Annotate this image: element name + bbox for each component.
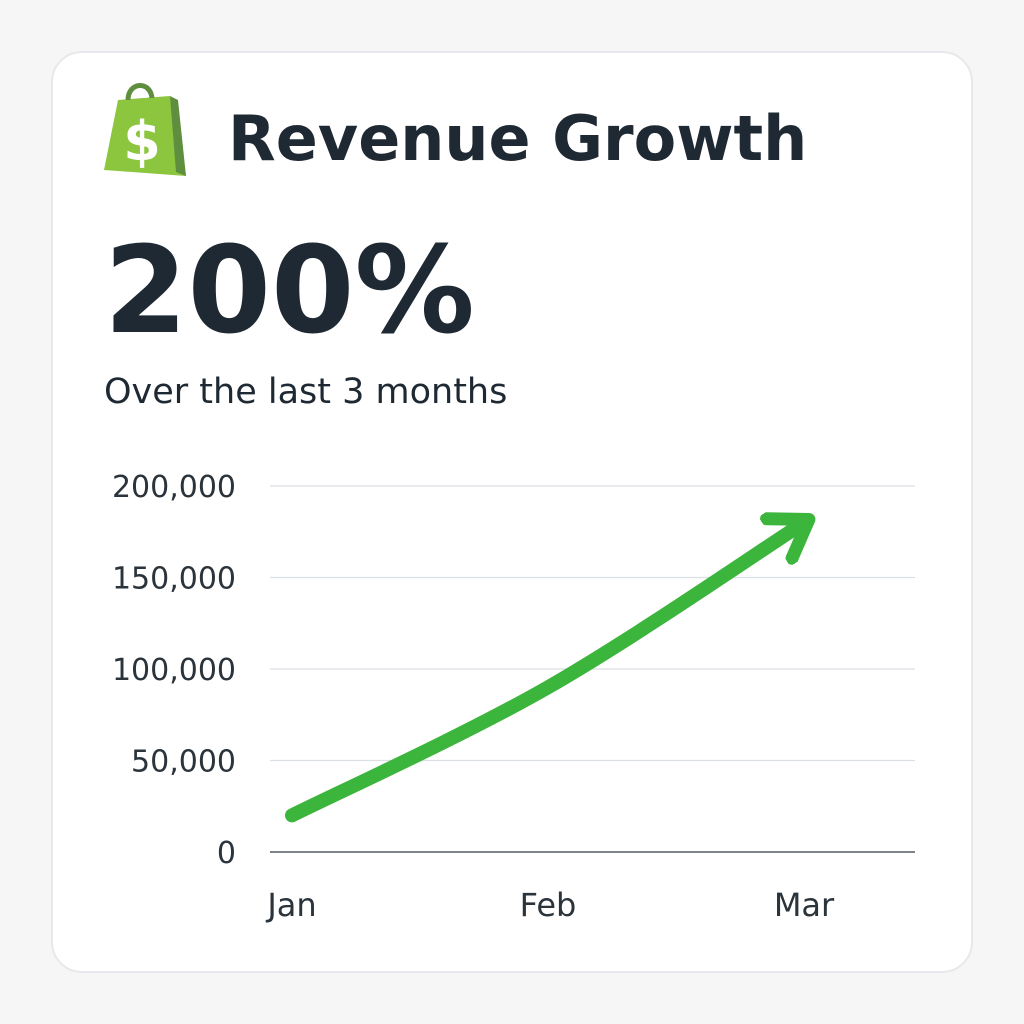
subtitle: Over the last 3 months <box>104 372 507 412</box>
y-tick-label: 150,000 <box>112 562 236 597</box>
x-tick-label: Feb <box>520 886 577 924</box>
svg-text:$: $ <box>123 110 161 173</box>
y-tick-label: 0 <box>217 836 236 871</box>
card-title: Revenue Growth <box>228 102 807 175</box>
card <box>51 51 973 973</box>
x-tick-label: Mar <box>774 886 835 924</box>
headline: 200% <box>104 222 475 361</box>
x-tick-label: Jan <box>265 886 316 924</box>
line <box>285 523 804 823</box>
y-tick-label: 100,000 <box>112 653 236 688</box>
y-tick-label: 200,000 <box>112 470 236 505</box>
logo: $ <box>104 83 186 176</box>
y-tick-label: 50,000 <box>131 745 236 780</box>
